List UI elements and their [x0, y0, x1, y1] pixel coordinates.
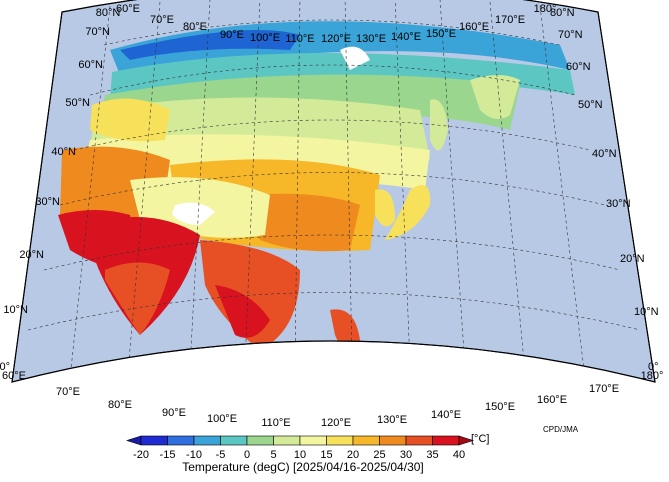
- right-label-20N: 20°N: [620, 253, 645, 265]
- lat-label-50N: 50°N: [65, 97, 90, 109]
- thailand-extreme: [215, 285, 270, 338]
- top-label-170E: 170°E: [495, 14, 525, 26]
- korea-region: [375, 189, 395, 227]
- sakhalin-region: [430, 99, 448, 151]
- bottom-label-180: 180°: [641, 370, 664, 382]
- japan-region: [385, 185, 431, 240]
- top-label-150E: 150°E: [426, 28, 456, 40]
- lat-label-40N: 40°N: [51, 146, 76, 158]
- colorbar-segment: [167, 435, 195, 446]
- indochina-very-hot: [200, 240, 300, 350]
- lat-label-70N: 70°N: [85, 26, 110, 38]
- colorbar-tick-label: -20: [133, 449, 149, 461]
- top-label-110E: 110°E: [285, 33, 314, 45]
- lat-label-10N: 10°N: [3, 304, 28, 316]
- top-label-140E: 140°E: [391, 31, 421, 43]
- colorbar-tick-label: 20: [347, 449, 359, 461]
- bottom-label-70E: 70°E: [56, 386, 80, 398]
- bottom-label-90E: 90°E: [162, 407, 186, 419]
- philippines-region: [330, 309, 360, 349]
- colorbar-tick-label: -15: [160, 449, 176, 461]
- top-label-80E: 80°E: [183, 21, 207, 33]
- colorbar-segment: [220, 435, 248, 446]
- bottom-label-140E: 140°E: [431, 409, 461, 421]
- colorbar-tick-label: 10: [294, 449, 306, 461]
- top-label-90E: 90°E: [220, 29, 244, 41]
- bottom-label-80E: 80°E: [108, 399, 132, 411]
- map-border: [11, 0, 656, 383]
- right-label-70N: 70°N: [558, 29, 583, 41]
- bottom-label-150E: 150°E: [485, 401, 515, 413]
- top-label-180: 180°: [534, 3, 557, 15]
- colorbar-tick-label: 25: [373, 449, 385, 461]
- right-label-80N: 80°N: [550, 7, 575, 19]
- south-india-very-hot: [105, 262, 170, 335]
- colorbar-segment: [246, 435, 274, 446]
- colorbar-high-extend: [458, 435, 474, 446]
- top-label-60E: 60°E: [116, 3, 140, 15]
- right-label-60N: 60°N: [566, 61, 591, 73]
- lat-label-20N: 20°N: [19, 249, 44, 261]
- right-label-50N: 50°N: [578, 99, 603, 111]
- bottom-label-160E: 160°E: [537, 394, 567, 406]
- top-label-120E: 120°E: [321, 33, 351, 45]
- top-label-130E: 130°E: [356, 33, 386, 45]
- colorbar-unit: [°C]: [471, 433, 489, 445]
- colorbar-tick-label: -10: [186, 449, 202, 461]
- right-label-30N: 30°N: [606, 198, 631, 210]
- bottom-label-100E: 100°E: [207, 413, 237, 425]
- colorbar-segment: [326, 435, 354, 446]
- colorbar-title: Temperature (degC) [2025/04/16-2025/04/3…: [182, 460, 424, 474]
- colorbar-segment: [193, 435, 221, 446]
- colorbar-tick-label: 30: [400, 449, 412, 461]
- colorbar-tick-label: 35: [426, 449, 438, 461]
- right-label-10N: 10°N: [634, 306, 659, 318]
- colorbar-segment: [299, 435, 327, 446]
- bottom-label-120E: 120°E: [321, 417, 351, 429]
- tibet-missing-data: [172, 202, 215, 225]
- top-label-160E: 160°E: [459, 21, 489, 33]
- lat-label-0: 0°: [0, 361, 10, 373]
- colorbar-segment: [405, 435, 433, 446]
- top-label-80N: 80°N: [96, 7, 121, 19]
- lat-label-60N: 60°N: [78, 59, 103, 71]
- right-label-40N: 40°N: [592, 148, 617, 160]
- lat-label-30N: 30°N: [35, 196, 60, 208]
- sumatra-region: [215, 365, 285, 382]
- right-label-0: 0°: [648, 361, 659, 373]
- arctic-missing-data: [340, 46, 370, 70]
- colorbar: -20 -15 -10 -5 0 5 10 15 20 25 30 35 40: [126, 435, 474, 461]
- top-label-100E: 100°E: [250, 32, 280, 44]
- colorbar-segment: [352, 435, 380, 446]
- credit-label: CPD/JMA: [543, 425, 579, 434]
- bottom-label-110E: 110°E: [261, 417, 290, 429]
- arctic-very-cold-patch: [120, 30, 300, 60]
- colorbar-segment: [379, 435, 407, 446]
- colorbar-segment: [140, 435, 168, 446]
- colorbar-tick-label: 15: [320, 449, 332, 461]
- top-label-70E: 70°E: [150, 14, 174, 26]
- bottom-label-130E: 130°E: [377, 414, 407, 426]
- colorbar-tick-label: 5: [270, 449, 276, 461]
- kazakhstan-warm: [90, 98, 170, 142]
- south-china-hotter: [250, 193, 360, 252]
- colorbar-tick-label: 0: [244, 449, 250, 461]
- colorbar-segment: [432, 435, 460, 446]
- colorbar-segment: [273, 435, 301, 446]
- colorbar-tick-label: 40: [453, 449, 465, 461]
- borneo-region: [290, 374, 335, 382]
- colorbar-low-extend: [126, 435, 142, 446]
- kamchatka-region: [470, 75, 520, 119]
- colorbar-tick-label: -5: [216, 449, 226, 461]
- bottom-label-170E: 170°E: [589, 383, 619, 395]
- bottom-label-60E: 60°E: [2, 370, 26, 382]
